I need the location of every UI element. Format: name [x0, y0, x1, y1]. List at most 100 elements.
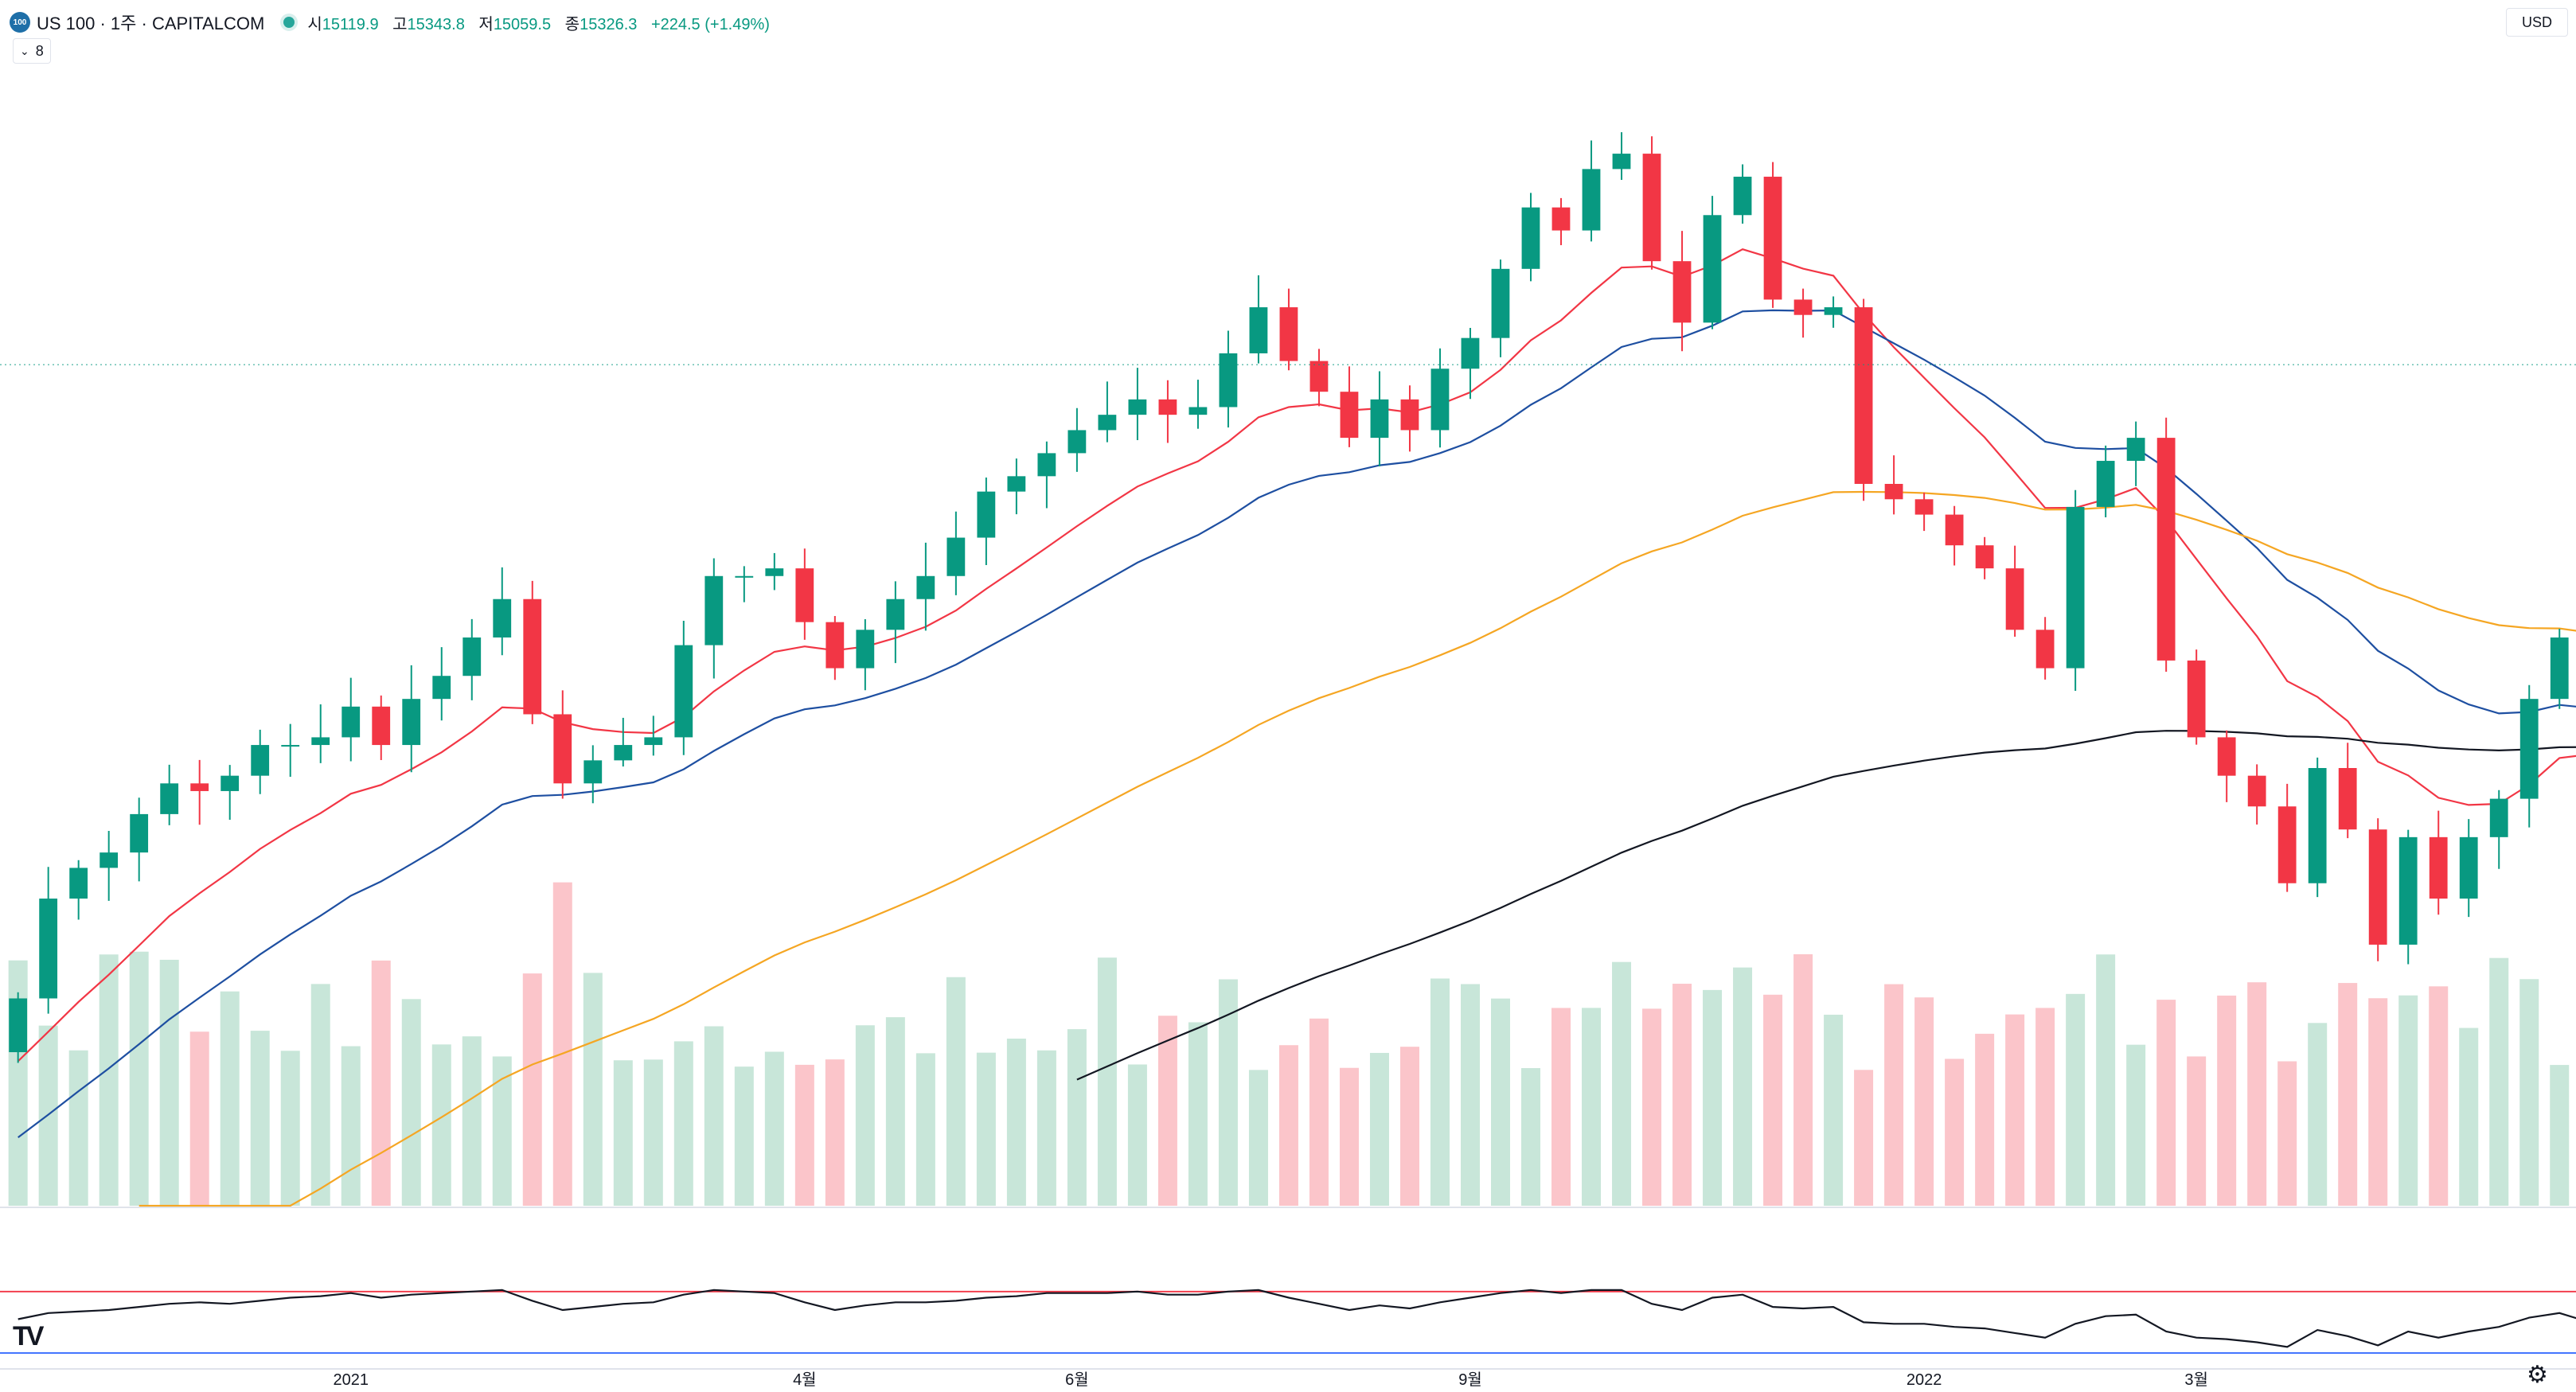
candle	[251, 729, 270, 794]
ema-100-line	[1076, 730, 2576, 1081]
volume-bar	[159, 959, 179, 1206]
candle	[916, 542, 935, 631]
time-tick-label: 6월	[1065, 1371, 1089, 1389]
low-label: 저	[478, 15, 494, 33]
candle	[2459, 819, 2478, 918]
candle-body	[1521, 207, 1540, 269]
volume-bar	[1642, 1008, 1662, 1206]
volume-bar	[68, 1050, 88, 1206]
candle	[765, 552, 784, 591]
change-value: +224.5 (+1.49%)	[650, 15, 770, 33]
symbol-logo-icon: 100	[10, 12, 30, 33]
volume-bar	[310, 984, 330, 1206]
candle	[1400, 385, 1419, 452]
candle-body	[2459, 836, 2478, 899]
candle-body	[493, 599, 512, 638]
open-value: 15119.9	[322, 15, 379, 33]
candle-body	[1340, 392, 1359, 439]
candle	[2247, 764, 2266, 825]
volume-bar	[2035, 1008, 2055, 1206]
volume-bar	[1460, 984, 1480, 1206]
candle	[2005, 545, 2024, 638]
candle	[1128, 368, 1147, 441]
candle	[1914, 492, 1934, 532]
volume-bar	[613, 1060, 633, 1206]
candle-body	[2398, 836, 2418, 945]
candle-body	[856, 630, 875, 669]
candle	[704, 558, 724, 679]
candle	[1279, 288, 1298, 371]
volume-bar	[522, 973, 542, 1206]
time-tick-label: 2021	[333, 1371, 369, 1389]
volume-bar	[552, 882, 572, 1206]
candle	[69, 860, 88, 920]
candle-body	[1642, 154, 1661, 262]
close-label: 종	[564, 15, 580, 33]
volume-bar	[1218, 979, 1238, 1206]
candle-body	[674, 645, 693, 738]
currency-button[interactable]: USD	[2506, 8, 2568, 37]
candle-body	[1975, 545, 1994, 569]
candle	[2187, 649, 2206, 745]
candle	[1854, 298, 1873, 501]
chevron-down-icon: ⌄	[20, 44, 29, 57]
volume-bar	[1521, 1068, 1541, 1206]
candle-body	[2429, 836, 2448, 899]
candle-body	[2066, 506, 2085, 669]
time-tick-label: 2022	[1907, 1371, 1942, 1389]
candle	[1370, 371, 1389, 467]
candle-body	[765, 568, 784, 576]
candle	[2519, 684, 2539, 828]
candle	[1884, 455, 1903, 515]
candle-body	[1551, 207, 1571, 231]
candle-body	[311, 737, 330, 746]
volume-bar	[2156, 1000, 2176, 1206]
tradingview-logo-icon[interactable]: TV	[13, 1321, 45, 1351]
candle	[1461, 327, 1480, 400]
candle-body	[2550, 637, 2569, 700]
candle-body	[644, 737, 663, 746]
candle	[1249, 275, 1268, 364]
candle	[2156, 417, 2176, 673]
candle-body	[190, 783, 209, 791]
candle	[1037, 441, 1056, 509]
candle-body	[1098, 415, 1117, 431]
candle	[674, 620, 693, 755]
candle	[886, 581, 905, 664]
indicator-count: 8	[35, 42, 44, 59]
candle-body	[1793, 299, 1813, 315]
candle-body	[1309, 361, 1329, 392]
candle-body	[2156, 438, 2176, 661]
candle-body	[2217, 737, 2236, 776]
volume-bar	[1036, 1050, 1056, 1206]
candle-body	[1128, 399, 1147, 415]
candle-body	[463, 637, 482, 677]
volume-bar	[2066, 993, 2086, 1206]
gear-icon[interactable]: ⚙	[2527, 1362, 2548, 1388]
symbol-title[interactable]: US 100 · 1주 · CAPITALCOM	[37, 14, 265, 33]
volume-bar	[855, 1025, 875, 1206]
candle-body	[1067, 430, 1087, 454]
candle-body	[614, 745, 633, 761]
candle	[2550, 628, 2569, 709]
volume-bar	[1793, 953, 1813, 1206]
volume-bar	[1399, 1047, 1419, 1206]
indicator-collapse-button[interactable]: ⌄ 8	[13, 38, 51, 64]
volume-bar	[401, 999, 421, 1206]
volume-bar	[1430, 978, 1450, 1206]
candle-body	[1824, 307, 1843, 315]
candle	[1491, 259, 1510, 357]
candle-body	[1884, 483, 1903, 500]
rsi-line	[18, 1289, 2576, 1348]
candle-body	[1672, 261, 1692, 323]
volume-bar	[2519, 979, 2539, 1206]
candle	[2217, 730, 2236, 802]
candle	[2398, 829, 2418, 965]
volume-bar	[583, 973, 603, 1206]
candle-body	[1219, 353, 1238, 407]
candle-body	[1914, 499, 1934, 515]
volume-bar	[1672, 984, 1692, 1206]
candle-body	[1612, 154, 1631, 170]
